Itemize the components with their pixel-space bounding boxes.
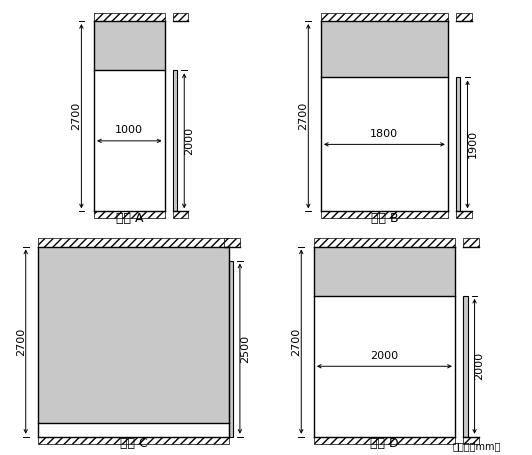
Text: 1800: 1800 [370,129,398,139]
Bar [94,21,164,71]
Text: 2700: 2700 [292,328,301,356]
Bar [321,211,448,218]
Bar [321,21,448,77]
Text: 開口 D: 開口 D [370,437,398,450]
Text: 2700: 2700 [71,102,81,130]
Bar [94,13,164,21]
Text: 2000: 2000 [370,351,398,361]
Bar [463,437,479,444]
Text: 開口 C: 開口 C [120,437,147,450]
Bar [173,13,188,21]
Text: 2500: 2500 [240,334,250,363]
Bar [38,238,229,247]
Bar [314,437,455,444]
Bar [456,77,461,211]
Bar [225,238,240,247]
Text: 開口 B: 開口 B [371,212,398,225]
Bar [229,261,233,437]
Bar [314,247,455,296]
Text: 1000: 1000 [115,125,143,135]
Text: 2000: 2000 [184,127,194,155]
Bar [94,211,164,218]
Bar [173,71,177,211]
Bar [456,211,472,218]
Text: 2000: 2000 [475,352,485,380]
Bar [456,13,472,21]
Text: 2700: 2700 [298,102,309,130]
Text: 2700: 2700 [16,328,26,356]
Bar [38,437,229,444]
Bar [38,247,229,423]
Bar [314,238,455,247]
Text: 開口 A: 開口 A [115,212,143,225]
Bar [463,296,468,437]
Bar [321,13,448,21]
Bar [463,238,479,247]
Bar [173,211,188,218]
Text: 1900: 1900 [468,130,477,158]
Text: （單位：mm）: （單位：mm） [453,441,501,451]
